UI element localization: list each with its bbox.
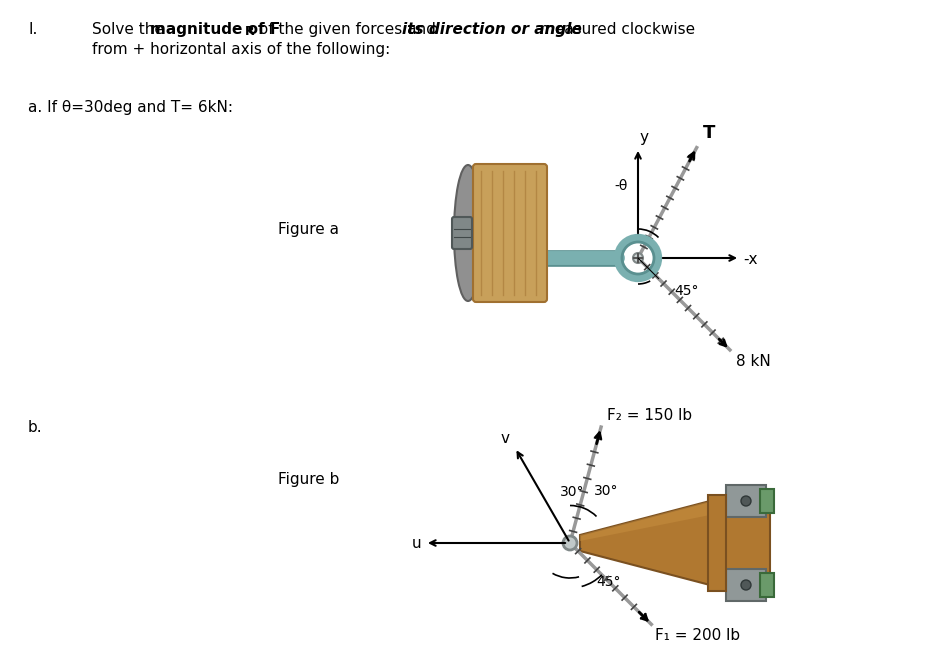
Ellipse shape	[453, 165, 481, 301]
Bar	[759, 489, 773, 513]
Text: Solve the: Solve the	[92, 22, 169, 37]
Text: F₂ = 150 lb: F₂ = 150 lb	[606, 408, 691, 423]
Text: v: v	[500, 431, 510, 446]
Text: 45°: 45°	[673, 284, 698, 298]
Text: measured clockwise: measured clockwise	[534, 22, 695, 37]
Circle shape	[740, 496, 750, 506]
Text: R: R	[244, 25, 254, 38]
Bar	[725, 569, 766, 601]
Text: Figure b: Figure b	[278, 472, 339, 487]
Bar	[725, 485, 766, 517]
Text: Figure a: Figure a	[278, 222, 339, 237]
Text: T: T	[702, 124, 715, 142]
Text: y: y	[639, 130, 649, 145]
Circle shape	[632, 253, 642, 263]
FancyBboxPatch shape	[473, 164, 547, 302]
Text: b.: b.	[28, 420, 42, 435]
Text: of the given forces and: of the given forces and	[254, 22, 440, 37]
Text: 30°: 30°	[559, 485, 583, 499]
Text: u: u	[412, 537, 421, 551]
Text: magnitude of F: magnitude of F	[150, 22, 280, 37]
FancyBboxPatch shape	[451, 217, 471, 249]
Bar	[707, 495, 725, 591]
Text: I.: I.	[28, 22, 38, 37]
Text: 45°: 45°	[596, 575, 620, 589]
Bar	[759, 573, 773, 597]
Polygon shape	[580, 501, 769, 585]
Text: from + horizontal axis of the following:: from + horizontal axis of the following:	[92, 42, 390, 57]
Circle shape	[563, 536, 577, 550]
Text: a. If θ=30deg and T= 6kN:: a. If θ=30deg and T= 6kN:	[28, 100, 233, 115]
Text: F₁ = 200 lb: F₁ = 200 lb	[654, 628, 740, 644]
Text: 30°: 30°	[594, 484, 617, 498]
Text: its direction or angle: its direction or angle	[401, 22, 582, 37]
Circle shape	[740, 580, 750, 590]
Polygon shape	[580, 501, 709, 541]
Text: -x: -x	[742, 252, 757, 266]
Text: -θ: -θ	[614, 179, 627, 193]
Text: 8 kN: 8 kN	[735, 354, 770, 369]
